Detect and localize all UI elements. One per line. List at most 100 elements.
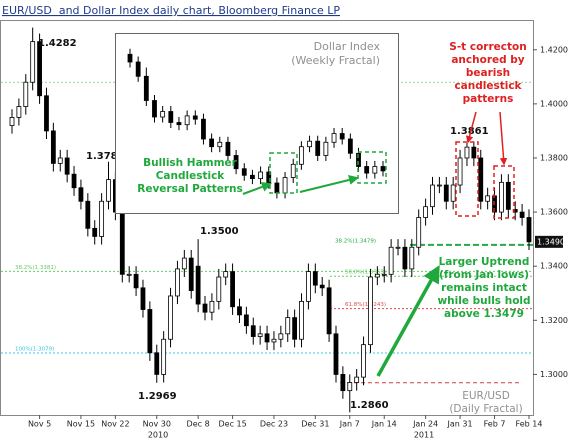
y-tick-label: 1.3000 bbox=[540, 370, 568, 379]
candle-body bbox=[92, 227, 98, 237]
candle-body bbox=[319, 284, 325, 289]
candle-body bbox=[361, 344, 366, 378]
annotation: EUR/USD bbox=[462, 390, 510, 402]
candle-body bbox=[78, 187, 84, 202]
x-tick-label: Nov 30 bbox=[143, 420, 171, 429]
x-tick-label: Jan 24 bbox=[412, 420, 438, 429]
annotation: S-t correcton bbox=[449, 41, 526, 53]
candle-body bbox=[184, 115, 190, 126]
candle-body bbox=[485, 195, 491, 202]
candle-body bbox=[154, 352, 160, 375]
candle-body bbox=[331, 133, 337, 143]
candle-body bbox=[315, 140, 321, 156]
level-label: 38.2%(1.3479) bbox=[335, 238, 376, 244]
candle-body bbox=[282, 177, 288, 194]
candle-body bbox=[326, 287, 332, 335]
candle-body bbox=[388, 246, 394, 275]
candle-body bbox=[333, 333, 339, 375]
candle-body bbox=[430, 184, 435, 208]
x-group-label: 2011 bbox=[414, 431, 434, 440]
annotation: candlestick bbox=[454, 80, 522, 92]
pattern-box bbox=[269, 152, 298, 194]
candle-body bbox=[168, 295, 173, 340]
candle-body bbox=[356, 152, 361, 167]
candle-body bbox=[250, 325, 256, 337]
candle-body bbox=[292, 317, 298, 340]
candle-body bbox=[278, 333, 284, 340]
x-tick-label: Nov 5 bbox=[28, 420, 51, 429]
candle-body bbox=[23, 81, 29, 107]
x-tick-label: Dec 15 bbox=[218, 420, 246, 429]
candle-body bbox=[416, 217, 422, 248]
candle-body bbox=[354, 376, 360, 383]
candle-body bbox=[512, 208, 518, 213]
candle-body bbox=[216, 276, 222, 302]
annotation: (Daily Fractal) bbox=[449, 403, 522, 415]
annotation: patterns bbox=[463, 93, 514, 105]
candle-body bbox=[233, 155, 239, 170]
candle-body bbox=[217, 141, 223, 148]
candle-body bbox=[380, 166, 386, 172]
arrow bbox=[376, 264, 440, 377]
candle-body bbox=[250, 174, 255, 180]
candle-body bbox=[423, 206, 429, 218]
candle-body bbox=[64, 157, 70, 175]
candle-body bbox=[192, 115, 198, 120]
candle-body bbox=[395, 246, 401, 249]
annotation: Reversal Patterns bbox=[137, 183, 243, 195]
candle-body bbox=[312, 271, 318, 286]
arrow bbox=[299, 175, 359, 193]
annotation: (from Jan lows) bbox=[439, 269, 529, 281]
candle-body bbox=[436, 184, 442, 187]
y-tick-label: 1.4200 bbox=[540, 45, 568, 54]
candle-body bbox=[147, 309, 153, 354]
candle-body bbox=[201, 118, 206, 140]
candle-body bbox=[364, 166, 370, 174]
candle-body bbox=[225, 141, 231, 156]
arrow bbox=[499, 111, 508, 166]
pattern-box bbox=[357, 151, 387, 184]
candle-body bbox=[140, 287, 146, 310]
candle-body bbox=[127, 53, 133, 63]
x-tick-label: Feb 14 bbox=[516, 420, 543, 429]
candle-body bbox=[152, 100, 157, 118]
y-tick-label: 1.3200 bbox=[540, 316, 568, 325]
candle-body bbox=[372, 166, 378, 174]
candle-body bbox=[9, 116, 15, 126]
x-group-label: 2010 bbox=[148, 431, 168, 440]
candle-body bbox=[323, 141, 329, 156]
candle-body bbox=[298, 146, 304, 165]
y-tick-label: 1.3800 bbox=[540, 153, 568, 162]
candle-body bbox=[119, 211, 125, 275]
highlight-box bbox=[493, 165, 515, 219]
candle-body bbox=[274, 182, 280, 194]
inset-title: (Weekly Fractal) bbox=[291, 54, 380, 67]
candle-body bbox=[402, 246, 408, 270]
level-label: 100%(1.3079) bbox=[15, 347, 54, 353]
last-price-label: 1.3490 bbox=[537, 237, 565, 246]
candle-body bbox=[285, 317, 291, 335]
x-tick-label: Jan 14 bbox=[371, 420, 397, 429]
candle-body bbox=[176, 122, 182, 126]
price-label: 1.2969 bbox=[138, 391, 177, 402]
candle-body bbox=[381, 273, 387, 276]
candle-body bbox=[450, 184, 456, 202]
last-price-box bbox=[535, 235, 563, 248]
candle-body bbox=[71, 173, 77, 189]
price-label: 1.4282 bbox=[38, 38, 77, 49]
chart-title: EUR/USD and Dollar Index daily chart, Bl… bbox=[2, 4, 340, 17]
level-label: 50.0%(1.3363) bbox=[345, 270, 386, 276]
candle-body bbox=[230, 271, 235, 308]
y-tick-label: 1.4000 bbox=[540, 99, 568, 108]
candle-body bbox=[106, 179, 111, 202]
price-label: 1.3861 bbox=[450, 126, 489, 137]
candle-body bbox=[339, 133, 345, 140]
candle-body bbox=[499, 181, 504, 213]
candle-body bbox=[257, 333, 263, 337]
x-tick-label: Jan 7 bbox=[339, 420, 360, 429]
candle-body bbox=[471, 146, 477, 159]
candle-body bbox=[443, 184, 449, 202]
x-tick-label: Dec 23 bbox=[260, 420, 288, 429]
annotation: Larger Uptrend bbox=[439, 256, 530, 268]
annotation: Bullish Hammer bbox=[143, 157, 238, 169]
